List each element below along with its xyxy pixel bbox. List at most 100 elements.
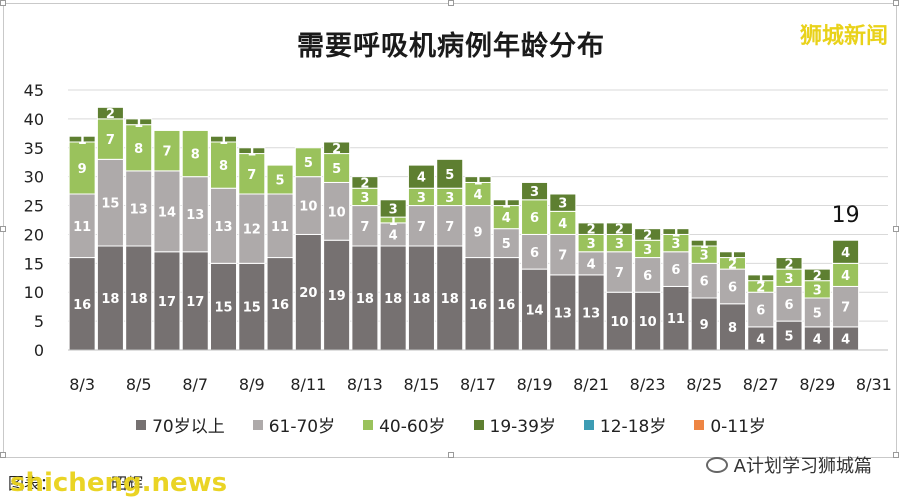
bar-segment <box>153 251 181 351</box>
bar-data-label: 3 <box>700 249 709 264</box>
bar-segment <box>492 199 520 207</box>
bar-segment <box>803 268 831 282</box>
bar-segment <box>662 228 690 235</box>
bar-segment <box>125 124 153 172</box>
bar-data-label: 3 <box>445 191 454 206</box>
bar-data-label: 1 <box>502 197 511 212</box>
bar-segment <box>634 228 662 241</box>
bar-data-label: 1 <box>389 214 398 229</box>
bar-segment <box>238 147 266 155</box>
bar-data-label: 20 <box>299 286 317 301</box>
bar-data-label: 2 <box>813 269 822 284</box>
bar-data-label: 11 <box>667 312 685 327</box>
bar-data-label: 1 <box>756 272 765 287</box>
resize-handle-bottom-right[interactable] <box>893 452 899 458</box>
bar-data-label: 10 <box>610 315 628 330</box>
resize-handle-bottom-center[interactable] <box>448 452 454 458</box>
resize-handle-bottom-left[interactable] <box>0 452 6 458</box>
bar-data-label: 14 <box>526 304 544 319</box>
bar-segment <box>407 164 435 189</box>
bar-segment <box>775 257 803 270</box>
legend-swatch <box>252 419 263 430</box>
resize-handle-right-center[interactable] <box>893 226 899 232</box>
bar-data-label: 14 <box>158 205 176 220</box>
bar-segment <box>266 193 294 259</box>
bar-segment <box>181 176 209 253</box>
bar-segment <box>351 176 379 189</box>
bar-segment <box>153 129 181 172</box>
bar-data-label: 4 <box>502 211 511 226</box>
bar-data-label: 3 <box>643 243 652 258</box>
bar-data-label: 18 <box>441 292 459 307</box>
bar-data-label: 11 <box>73 220 91 235</box>
bar-segment <box>323 239 351 351</box>
legend-item: 12-18岁 <box>583 412 666 437</box>
resize-handle-left-center[interactable] <box>0 226 6 232</box>
x-tick-label: 8/23 <box>630 375 666 394</box>
wechat-account: A计划学习狮城篇 <box>705 452 872 478</box>
bar-data-label: 3 <box>587 237 596 252</box>
x-tick-label: 8/15 <box>403 375 439 394</box>
bar-segment <box>832 239 860 264</box>
bar-data-label: 5 <box>813 306 822 321</box>
bar-segment <box>521 233 549 270</box>
bar-data-label: 11 <box>271 220 289 235</box>
legend-item: 70岁以上 <box>136 412 225 437</box>
bar-segment <box>747 291 775 328</box>
bar-data-label: 8 <box>134 142 143 157</box>
y-tick-label: 20 <box>24 225 44 244</box>
annotation-label: 19 <box>832 203 860 228</box>
bar-segment <box>605 222 633 235</box>
x-tick-label: 8/19 <box>517 375 553 394</box>
bar-segment <box>238 262 266 351</box>
bar-data-label: 6 <box>671 263 680 278</box>
y-tick-label: 15 <box>24 254 44 273</box>
bar-segment <box>210 135 238 143</box>
bar-data-label: 4 <box>587 257 596 272</box>
bar-data-label: 3 <box>417 191 426 206</box>
wechat-account-name: A计划学习狮城篇 <box>733 456 872 477</box>
bar-segment <box>521 268 549 351</box>
bar-data-label: 4 <box>417 171 426 186</box>
bar-data-label: 18 <box>356 292 374 307</box>
resize-handle-top-left[interactable] <box>0 0 6 6</box>
bar-data-label: 2 <box>643 228 652 243</box>
chart-title: 需要呼吸机病例年龄分布 <box>297 31 605 62</box>
y-tick-label: 25 <box>24 197 44 216</box>
bar-data-label: 13 <box>554 306 572 321</box>
bar-data-label: 2 <box>360 176 369 191</box>
bar-data-label: 6 <box>785 298 794 313</box>
bar-data-label: 13 <box>214 220 232 235</box>
bar-data-label: 3 <box>785 272 794 287</box>
wechat-icon <box>705 457 728 473</box>
bar-data-label: 3 <box>615 237 624 252</box>
bar-data-label: 18 <box>101 292 119 307</box>
bar-data-label: 4 <box>558 217 567 232</box>
bar-segment <box>775 285 803 322</box>
x-tick-label: 8/9 <box>239 375 265 394</box>
bar-segment <box>379 199 407 218</box>
bar-segment <box>125 245 153 351</box>
resize-handle-top-center[interactable] <box>448 0 454 6</box>
bar-data-label: 3 <box>671 237 680 252</box>
bar-segment <box>210 187 238 264</box>
bar-data-label: 3 <box>360 191 369 206</box>
bar-segment <box>379 245 407 351</box>
bar-data-label: 7 <box>360 220 369 235</box>
bar-segment <box>181 251 209 351</box>
bar-data-label: 6 <box>700 275 709 290</box>
bar-data-label: 13 <box>582 306 600 321</box>
bar-segment <box>718 251 746 259</box>
resize-handle-top-right[interactable] <box>893 0 899 6</box>
bar-segment <box>832 285 860 328</box>
bar-segment <box>68 257 96 351</box>
bar-data-label: 2 <box>587 223 596 238</box>
bar-data-label: 9 <box>473 226 482 241</box>
x-tick-label: 8/13 <box>347 375 383 394</box>
bar-data-label: 17 <box>186 295 204 310</box>
source-label: 图表： 昭辉 <box>8 470 143 494</box>
bar-data-label: 4 <box>813 332 822 347</box>
x-tick-label: 8/29 <box>799 375 835 394</box>
bar-segment <box>690 239 718 247</box>
bar-data-label: 3 <box>813 283 822 298</box>
